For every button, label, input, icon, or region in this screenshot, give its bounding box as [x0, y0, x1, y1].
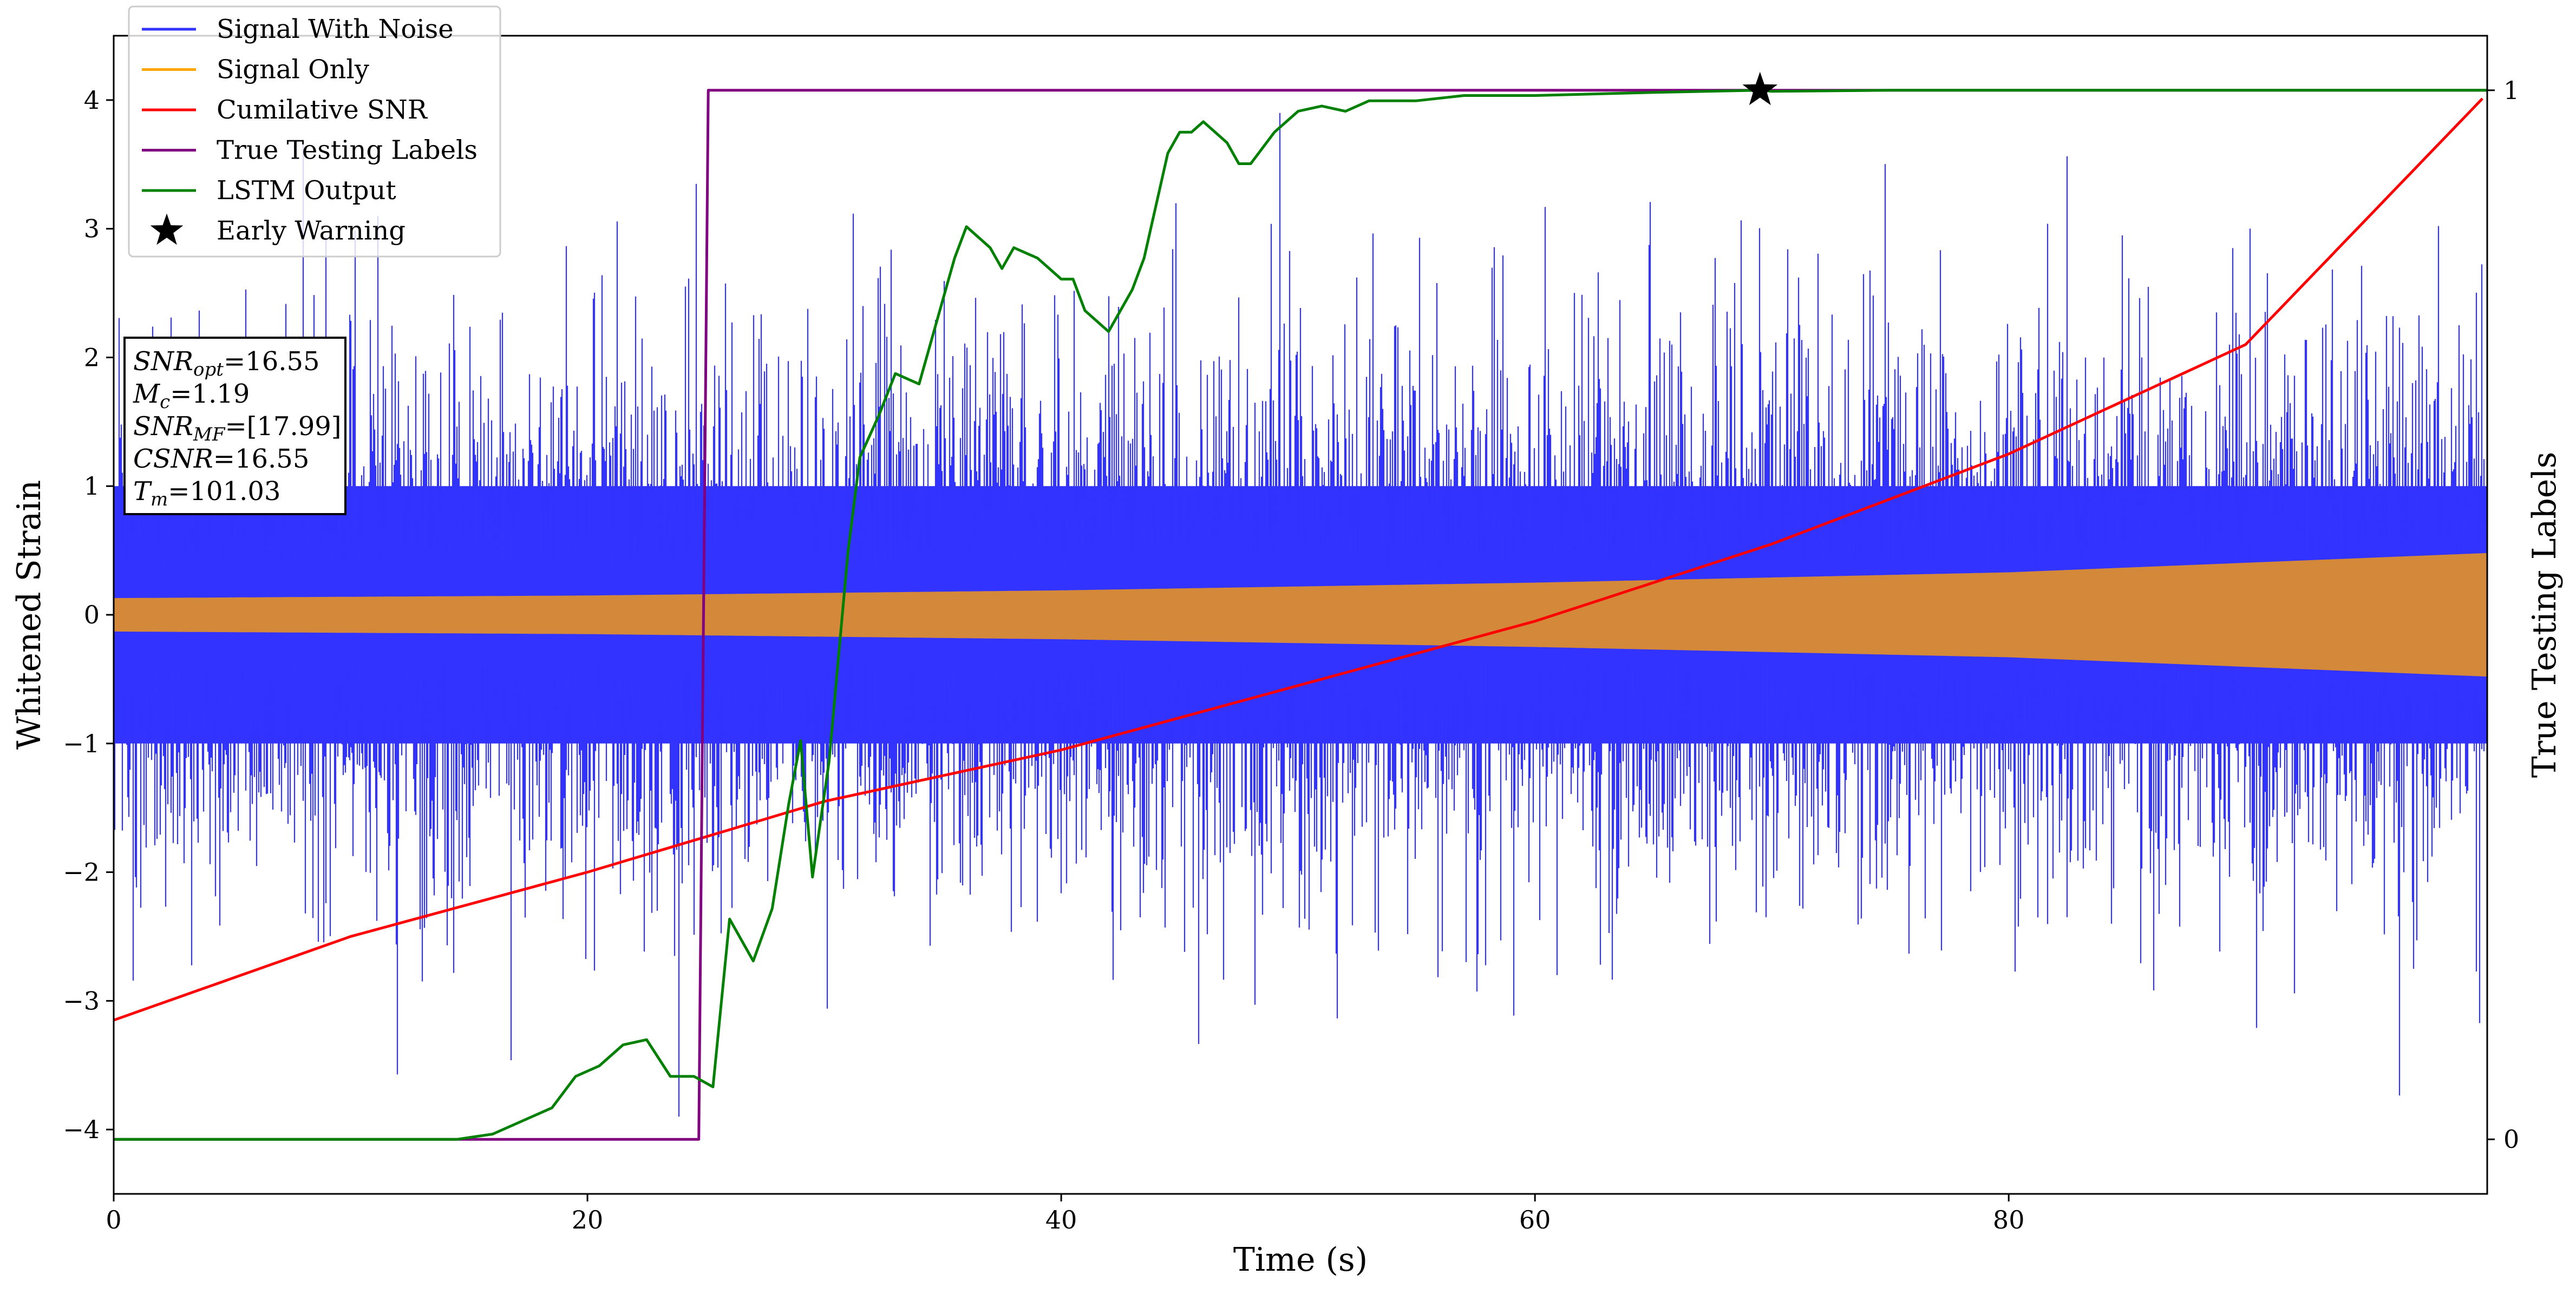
annotation-box: SNRopt=16.55Mc=1.19SNRMF=[17.99]CSNR=16.… [123, 337, 346, 515]
y2-axis-label: True Testing Labels [2526, 452, 2564, 778]
y-tick-label: 0 [84, 600, 100, 629]
legend-star-icon [150, 213, 184, 245]
annotation-line: SNRMF=[17.99] [133, 411, 342, 445]
legend: Signal With Noise Signal Only Cumilative S… [128, 5, 501, 258]
y-tick-label: −4 [63, 1115, 100, 1144]
x-tick-label: 40 [1045, 1205, 1077, 1234]
early-warning-marker [1742, 71, 1778, 106]
legend-label: Cumilative SNR [217, 95, 428, 125]
legend-label: LSTM Output [217, 175, 396, 206]
series-lstm-output [114, 89, 2487, 1141]
legend-label: Signal Only [217, 55, 369, 85]
y2-tick-label: 0 [2503, 1125, 2519, 1154]
legend-label: True Testing Labels [217, 135, 478, 166]
y-axis-label: Whitened Strain [10, 480, 48, 750]
annotation-line: Mc=1.19 [133, 379, 250, 413]
series-signal-only [114, 553, 2487, 677]
annotation-line: CSNR=16.55 [133, 444, 309, 474]
plot-area [114, 89, 2487, 1141]
legend-label: Signal With Noise [217, 14, 454, 44]
x-axis-label: Time (s) [1233, 1241, 1368, 1279]
series-cumilative-snr [114, 97, 2484, 1022]
legend-box [128, 5, 501, 258]
x-tick-label: 0 [106, 1205, 121, 1234]
annotation-line: SNRopt=16.55 [133, 346, 320, 380]
y-tick-label: 3 [84, 214, 100, 244]
y-tick-label: 2 [84, 343, 100, 372]
y-tick-label: −2 [63, 858, 100, 887]
y-tick-label: 1 [84, 471, 100, 501]
annotation-line: Tm=101.03 [133, 476, 280, 510]
x-tick-label: 80 [1993, 1205, 2025, 1234]
x-tick-label: 60 [1519, 1205, 1551, 1234]
y2-tick-label: 1 [2503, 76, 2519, 105]
x-tick-label: 20 [572, 1205, 604, 1234]
y-tick-label: −1 [63, 729, 100, 758]
annotation-frame [123, 337, 346, 515]
y-tick-label: −3 [63, 986, 100, 1015]
legend-label: Early Warning [217, 216, 406, 246]
y-tick-label: 4 [84, 86, 100, 115]
